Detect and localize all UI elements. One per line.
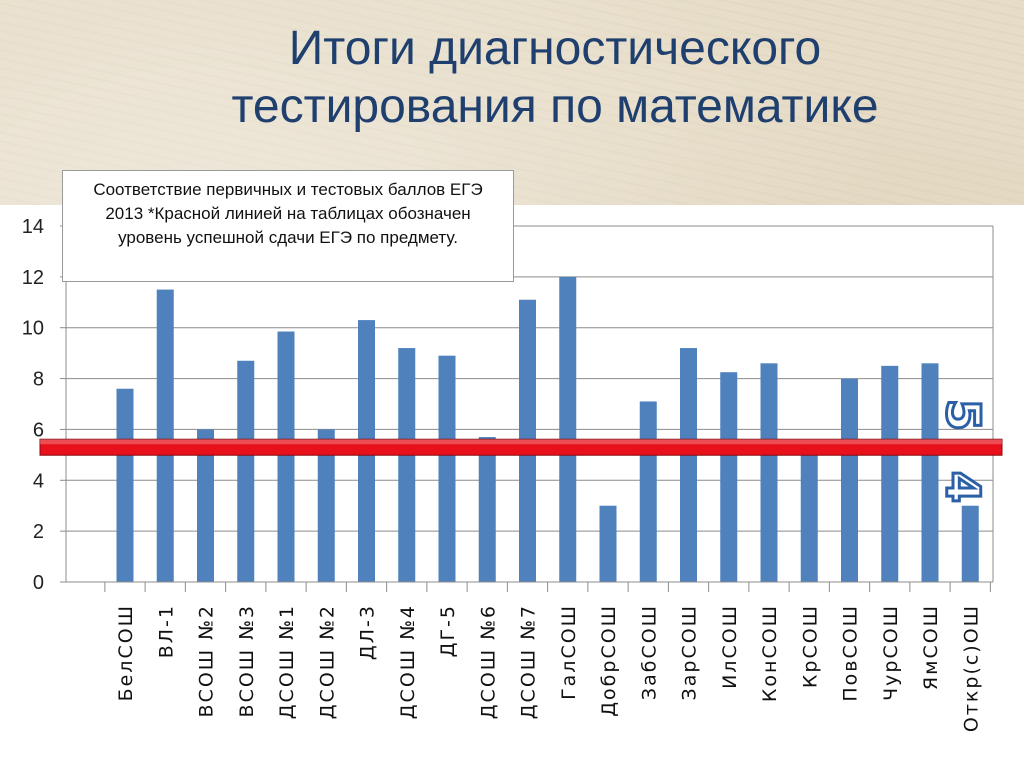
x-axis [66, 581, 993, 592]
x-tick-label: ДСОШ №4 [397, 604, 419, 719]
x-tick-label: ИлСОШ [719, 604, 741, 689]
threshold-line-highlight [40, 439, 1002, 445]
bar-6 [317, 429, 335, 582]
x-tick-label: ЗабСОШ [638, 604, 660, 700]
page-title: Итоги диагностического тестирования по м… [0, 20, 1024, 136]
x-tick-label: ГалСОШ [558, 604, 580, 700]
y-tick-label: 6 [33, 419, 44, 441]
bar-19 [841, 378, 858, 582]
title-line-2: тестирования по математике [231, 80, 879, 133]
x-tick-label: ЧурСОШ [880, 604, 902, 701]
bar-16 [720, 372, 738, 582]
bar-17 [760, 363, 778, 582]
bar-4 [237, 360, 255, 582]
y-axis-ticks: 0 2 4 6 8 10 12 14 [22, 216, 44, 594]
x-tick-label: ДСОШ №1 [276, 604, 298, 719]
x-tick-label: ЗарСОШ [679, 604, 701, 700]
x-tick-label: ДобрСОШ [598, 604, 620, 717]
x-tick-label: ДСОШ №6 [477, 604, 499, 719]
bar-13 [599, 505, 617, 582]
x-tick-label: ПовСОШ [840, 604, 862, 702]
x-tick-label: ВСОШ №2 [196, 604, 218, 717]
x-tick-label: ДГ-5 [437, 604, 459, 657]
y-tick-label: 14 [22, 216, 44, 238]
chart-area [0, 205, 1024, 768]
title-line-1: Итоги диагностического [288, 22, 822, 75]
bar-20 [881, 365, 899, 582]
bar-5 [277, 331, 295, 582]
bar-22 [961, 505, 979, 582]
y-tick-label: 10 [22, 318, 44, 340]
bar-3 [197, 429, 214, 582]
x-tick-label: Откр(с)ОШ [960, 604, 982, 732]
grade-label-5: 5 [936, 399, 990, 431]
grade-label-4: 4 [936, 471, 990, 503]
chart-note-box: Соответствие первичных и тестовых баллов… [62, 170, 514, 282]
y-tick-label: 2 [33, 521, 44, 543]
bar-1 [116, 388, 134, 582]
bar-14 [639, 401, 657, 582]
x-tick-label: ВСОШ №3 [236, 604, 258, 717]
x-tick-label: БелСОШ [115, 604, 137, 701]
bar-9 [438, 355, 456, 582]
bar-12 [559, 276, 577, 582]
x-tick-label: ЯмСОШ [920, 604, 942, 690]
bar-10 [478, 437, 496, 582]
x-tick-label: КрСОШ [799, 604, 821, 688]
x-tick-label: КонСОШ [759, 604, 781, 702]
bar-18 [800, 439, 818, 582]
bar-15 [680, 348, 697, 582]
x-tick-label: ДСОШ №7 [518, 604, 540, 719]
x-tick-label: ДСОШ №2 [316, 604, 338, 719]
y-tick-label: 8 [33, 369, 44, 391]
threshold-line-group [39, 438, 1003, 456]
grade-labels: 5 4 [935, 397, 992, 504]
x-tick-label: ВЛ-1 [155, 604, 177, 658]
y-tick-label: 12 [22, 267, 44, 289]
x-axis-labels: БелСОШ ВЛ-1 ВСОШ №2 ВСОШ №3 ДСОШ №1 ДСОШ №2 ДЛ… [115, 604, 982, 732]
threshold-line [39, 438, 1003, 456]
bar-21 [921, 363, 939, 582]
y-tick-label: 0 [33, 572, 44, 594]
x-tick-label: ДЛ-3 [357, 604, 379, 660]
y-tick-label: 4 [33, 470, 44, 492]
bar-8 [398, 348, 416, 582]
bar-2 [156, 289, 174, 582]
